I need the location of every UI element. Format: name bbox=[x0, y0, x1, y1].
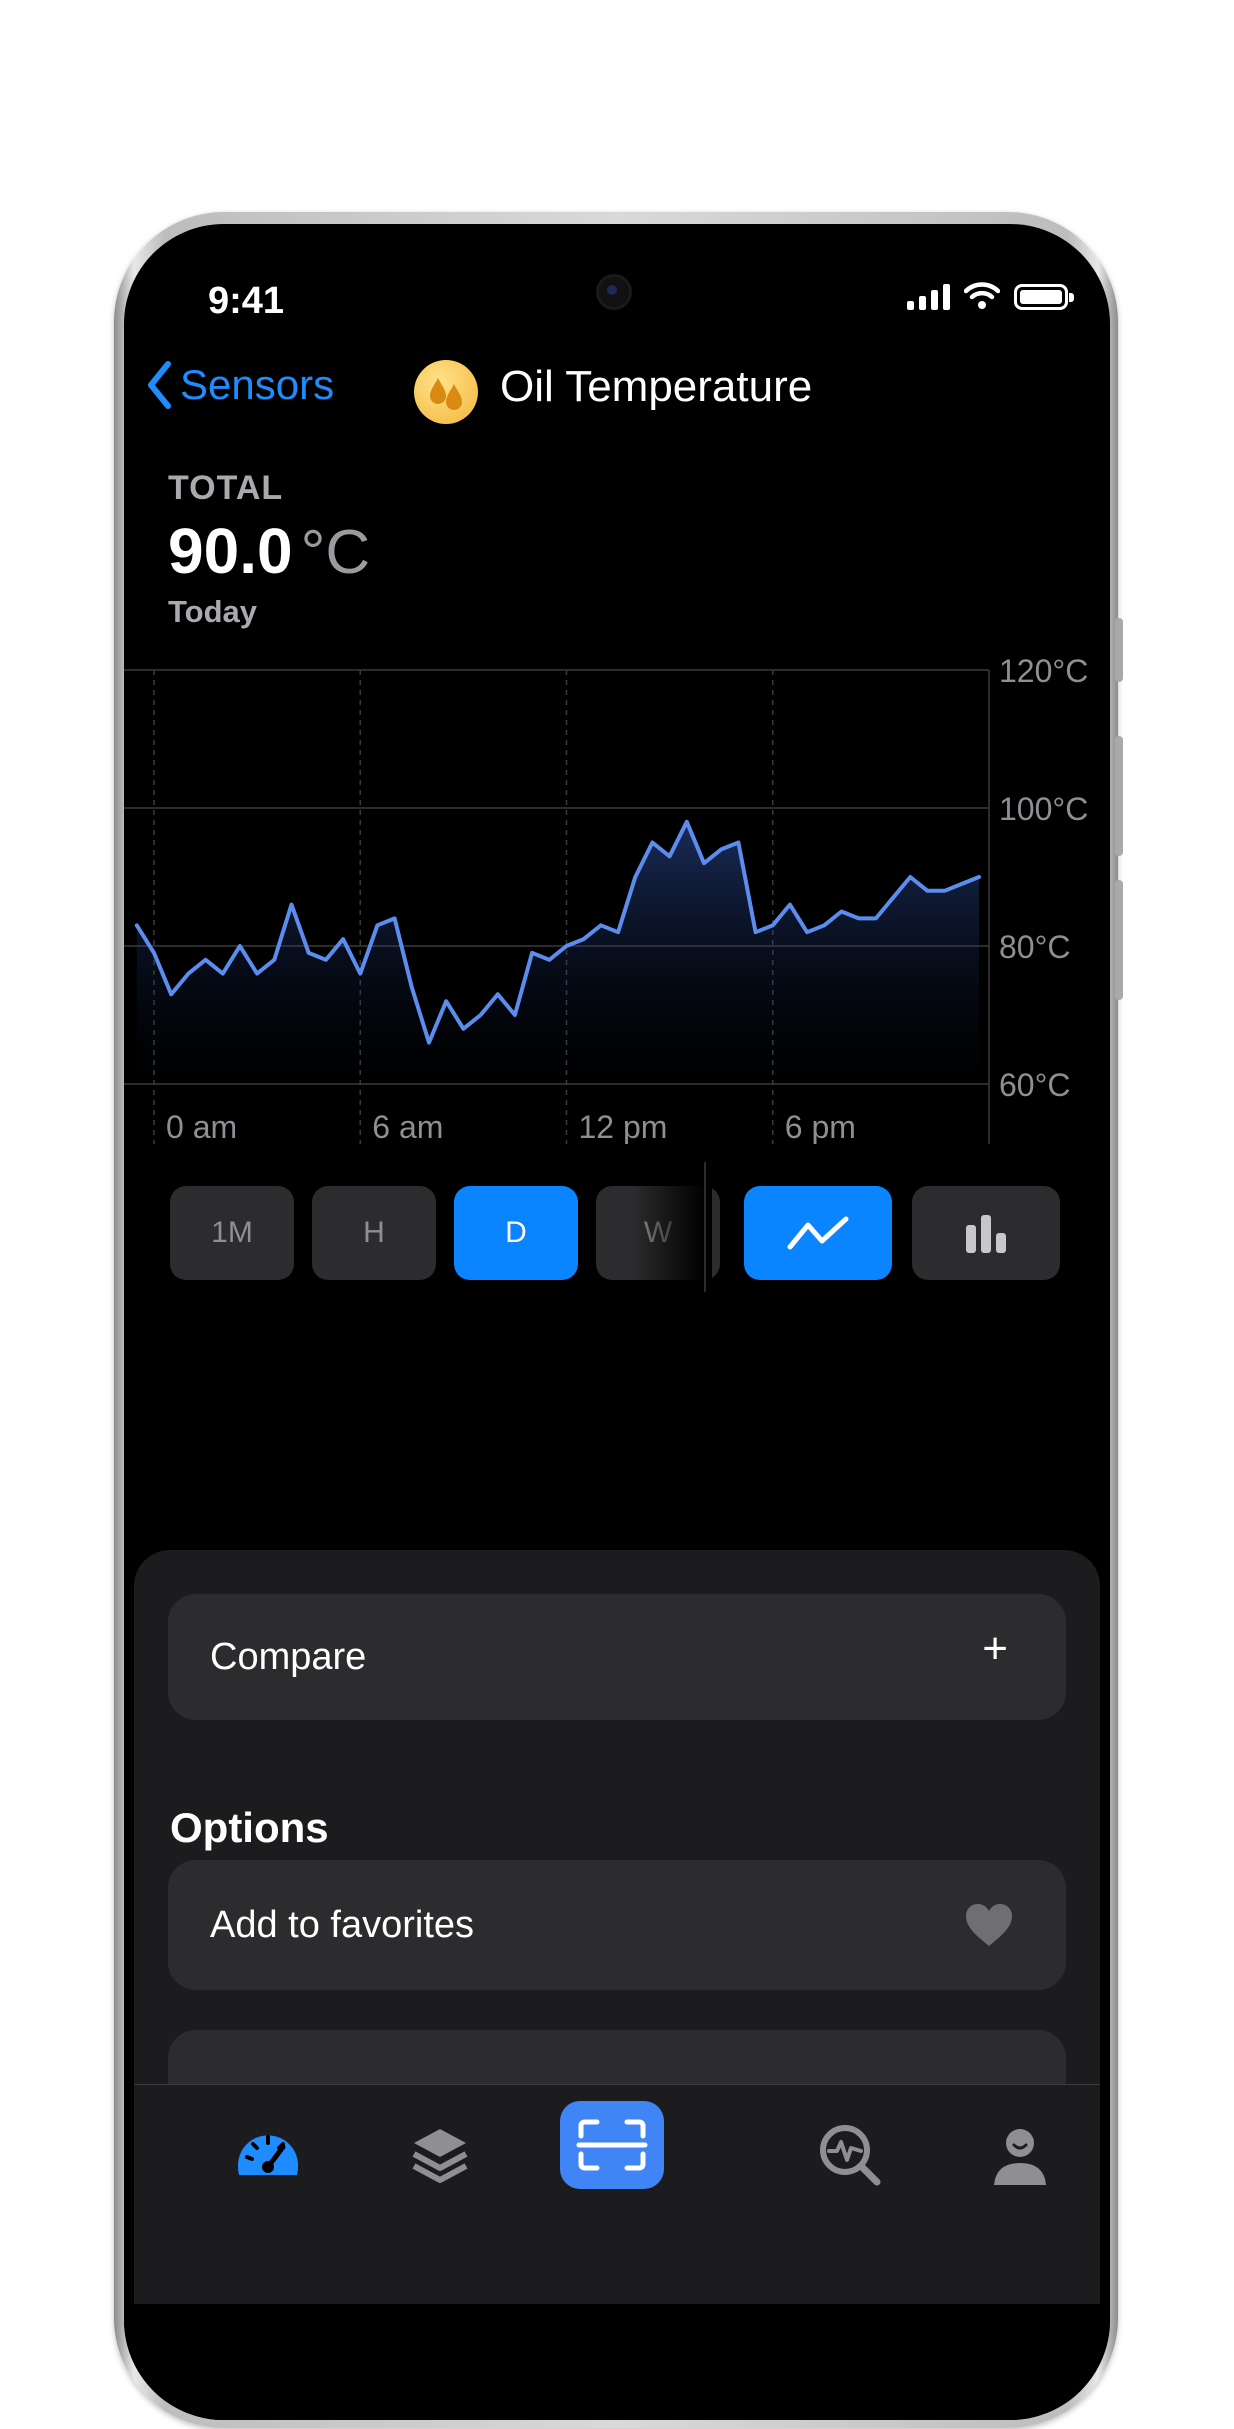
status-icons bbox=[907, 282, 1074, 310]
scroll-fade bbox=[632, 1174, 712, 1294]
line-chart-button[interactable] bbox=[744, 1186, 892, 1280]
diagnostics-icon bbox=[820, 2125, 881, 2186]
range-day-button[interactable]: D bbox=[454, 1186, 578, 1280]
total-value: 90.0 °C bbox=[168, 514, 370, 588]
x-tick-label: 0 am bbox=[166, 1109, 237, 1144]
total-label: TOTAL bbox=[168, 469, 284, 507]
temperature-chart[interactable]: 120°C 100°C 80°C 60°C 0 am 6 am 12 pm 6 pm bbox=[124, 644, 1110, 1144]
speedometer-icon bbox=[238, 2135, 298, 2175]
battery-icon bbox=[1014, 284, 1074, 310]
y-tick-label: 100°C bbox=[999, 791, 1088, 827]
heart-icon[interactable] bbox=[964, 1902, 1014, 1948]
compare-card[interactable]: Compare + bbox=[168, 1594, 1066, 1720]
y-tick-label: 120°C bbox=[999, 653, 1088, 689]
y-tick-label: 80°C bbox=[999, 929, 1071, 965]
y-axis-labels: 120°C 100°C 80°C 60°C bbox=[999, 653, 1088, 1103]
chart-line bbox=[134, 819, 981, 1045]
period-label: Today bbox=[168, 594, 257, 629]
divider bbox=[704, 1162, 706, 1292]
plus-icon: + bbox=[982, 1624, 1008, 1673]
screen: 9:41 Sensors Oil Temperature TOTAL 90.0 °… bbox=[124, 224, 1110, 2420]
range-hour-button[interactable]: H bbox=[312, 1186, 436, 1280]
back-button[interactable]: Sensors bbox=[146, 360, 334, 410]
layers-icon bbox=[412, 2129, 468, 2183]
tab-layers[interactable] bbox=[390, 2105, 490, 2205]
total-unit: °C bbox=[300, 518, 371, 587]
page-title: Oil Temperature bbox=[500, 362, 813, 411]
status-time: 9:41 bbox=[208, 280, 285, 322]
line-chart-icon bbox=[787, 1216, 849, 1250]
chevron-left-icon bbox=[148, 361, 171, 409]
x-axis-labels: 0 am 6 am 12 pm 6 pm bbox=[166, 1109, 856, 1144]
bar-chart-icon bbox=[966, 1215, 1006, 1253]
front-camera bbox=[596, 274, 632, 310]
compare-label: Compare bbox=[210, 1636, 367, 1678]
options-heading: Options bbox=[170, 1804, 329, 1851]
phone-button-volume-up bbox=[1115, 736, 1123, 856]
tab-diagnostics[interactable] bbox=[800, 2105, 900, 2205]
scan-icon bbox=[576, 2119, 648, 2171]
home-indicator-area bbox=[124, 2304, 1110, 2420]
back-label: Sensors bbox=[180, 361, 335, 408]
tab-profile[interactable] bbox=[970, 2105, 1070, 2205]
wifi-icon bbox=[964, 282, 1000, 309]
x-tick-label: 6 pm bbox=[785, 1109, 856, 1144]
x-tick-label: 6 am bbox=[372, 1109, 443, 1144]
range-1m-button[interactable]: 1M bbox=[170, 1186, 294, 1280]
tab-dashboard[interactable] bbox=[218, 2105, 318, 2205]
bar-chart-button[interactable] bbox=[912, 1186, 1060, 1280]
phone-button-action bbox=[1115, 618, 1123, 682]
favorites-label: Add to favorites bbox=[210, 1904, 475, 1946]
range-controls: 1M H D W bbox=[124, 1154, 1110, 1334]
total-number: 90.0 bbox=[168, 515, 293, 587]
oil-drops-icon bbox=[414, 360, 478, 424]
profile-icon bbox=[994, 2129, 1046, 2185]
tab-bar bbox=[134, 2084, 1100, 2305]
phone-button-volume-down bbox=[1115, 880, 1123, 1000]
x-tick-label: 12 pm bbox=[579, 1109, 668, 1144]
favorites-card[interactable]: Add to favorites bbox=[168, 1860, 1066, 1990]
y-tick-label: 60°C bbox=[999, 1067, 1071, 1103]
signal-icon bbox=[907, 282, 950, 310]
tab-scan[interactable] bbox=[560, 2101, 664, 2189]
